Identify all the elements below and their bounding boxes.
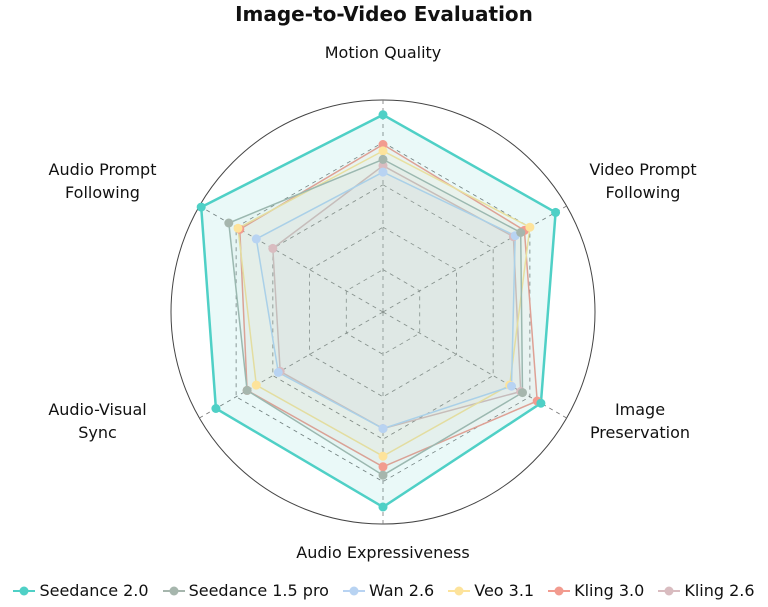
data-point: [378, 451, 388, 461]
data-point: [211, 404, 221, 413]
data-point: [378, 154, 388, 164]
legend-item: Wan 2.6: [342, 581, 435, 600]
axis-line: [199, 311, 384, 419]
data-point: [378, 424, 388, 434]
data-point: [224, 218, 234, 228]
legend-item: Kling 2.6: [658, 581, 755, 600]
data-point: [233, 223, 243, 233]
legend-label: Kling 2.6: [684, 581, 755, 600]
legend-item: Veo 3.1: [448, 581, 534, 600]
data-point: [516, 228, 526, 237]
category-label: Video Prompt Following: [589, 160, 697, 202]
legend-dot: [664, 586, 674, 595]
legend-marker: [658, 586, 681, 595]
data-point: [268, 243, 278, 253]
legend-label: Seedance 2.0: [39, 581, 149, 600]
category-label: Audio Expressiveness: [296, 543, 470, 562]
legend-dot: [349, 586, 359, 595]
legend-marker: [448, 586, 471, 595]
category-label: Audio-Visual Sync: [48, 400, 147, 442]
data-point: [536, 398, 546, 408]
legend-marker: [342, 586, 365, 595]
data-point: [551, 207, 561, 217]
data-point: [242, 385, 252, 395]
legend-item: Seedance 1.5 pro: [162, 581, 329, 600]
series-area: [199, 113, 557, 509]
legend-marker: [162, 586, 185, 595]
legend-dot: [554, 586, 564, 595]
legend-label: Kling 3.0: [574, 581, 645, 600]
axis-line: [382, 205, 567, 313]
legend-label: Wan 2.6: [368, 581, 435, 600]
legend-dot: [169, 586, 179, 595]
data-point: [378, 167, 388, 177]
data-point: [518, 388, 527, 398]
chart-title: Image-to-Video Evaluation: [235, 2, 533, 26]
grid-line: [345, 269, 421, 355]
legend-marker: [548, 586, 571, 595]
legend-dot: [454, 586, 464, 595]
category-label: Image Preservation: [589, 400, 691, 442]
data-point: [251, 380, 261, 390]
data-point: [273, 367, 283, 377]
legend-label: Veo 3.1: [474, 581, 535, 600]
legend-marker: [13, 586, 36, 595]
data-point: [378, 140, 388, 149]
category-label: Audio Prompt Following: [48, 160, 157, 202]
data-point: [507, 381, 516, 391]
data-point: [378, 110, 388, 120]
data-point: [525, 222, 535, 232]
legend: Seedance 2.0 Seedance 1.5 pro Wan 2.6 Veo 3…: [0, 581, 768, 600]
legend-dot: [19, 586, 29, 595]
data-point: [378, 502, 388, 512]
data-point: [378, 470, 388, 480]
data-point: [378, 146, 388, 156]
legend-label: Seedance 1.5 pro: [188, 581, 329, 600]
legend-item: Kling 3.0: [548, 581, 644, 600]
data-point: [378, 161, 388, 171]
data-point: [251, 234, 261, 244]
data-point: [196, 202, 206, 212]
legend-item: Seedance 2.0: [13, 581, 149, 600]
category-label: Motion Quality: [324, 43, 442, 62]
data-point: [378, 462, 388, 472]
